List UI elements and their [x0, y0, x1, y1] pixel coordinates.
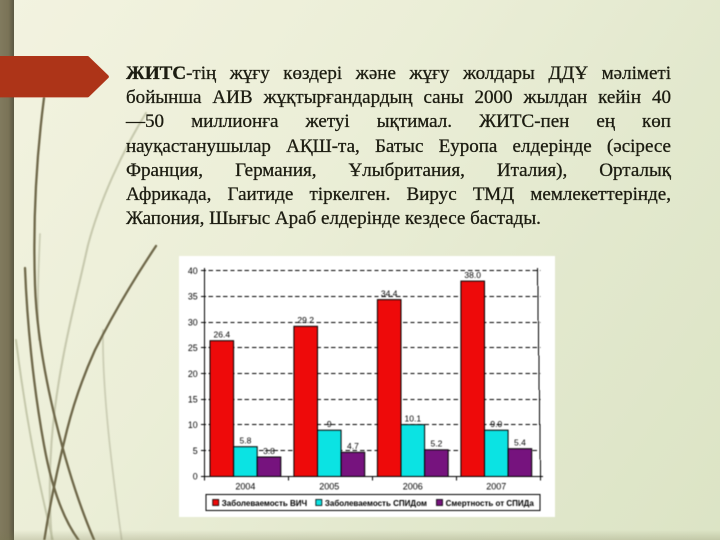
svg-text:25: 25: [188, 343, 198, 353]
svg-text:5.2: 5.2: [430, 439, 442, 449]
svg-text:Заболеваемость СПИДом: Заболеваемость СПИДом: [325, 499, 427, 508]
svg-text:26.4: 26.4: [214, 330, 231, 340]
svg-text:38.0: 38.0: [464, 270, 481, 280]
svg-text:2005: 2005: [319, 482, 339, 492]
svg-text:35: 35: [188, 292, 198, 302]
svg-text:5.8: 5.8: [239, 436, 251, 446]
svg-text:4.7: 4.7: [347, 441, 359, 451]
svg-text:Смертность от СПИДа: Смертность от СПИДа: [446, 499, 535, 508]
svg-text:10: 10: [188, 420, 198, 430]
svg-text:5.4: 5.4: [514, 438, 526, 448]
svg-text:30: 30: [188, 317, 198, 327]
svg-text:40: 40: [188, 266, 198, 276]
svg-text:5: 5: [193, 446, 198, 456]
svg-text:3.8: 3.8: [263, 446, 275, 456]
svg-text:9.0: 9.0: [490, 419, 502, 429]
svg-text:9: 9: [327, 419, 332, 429]
svg-text:0: 0: [193, 472, 198, 482]
svg-text:2006: 2006: [403, 482, 423, 492]
svg-text:34.4: 34.4: [381, 288, 398, 298]
svg-text:Заболеваемость ВИЧ: Заболеваемость ВИЧ: [222, 499, 308, 508]
svg-text:2007: 2007: [486, 482, 506, 492]
svg-text:29.2: 29.2: [297, 315, 314, 325]
svg-text:2004: 2004: [235, 482, 255, 492]
svg-text:20: 20: [188, 369, 198, 379]
svg-text:10.1: 10.1: [405, 413, 422, 423]
svg-text:15: 15: [188, 395, 198, 405]
